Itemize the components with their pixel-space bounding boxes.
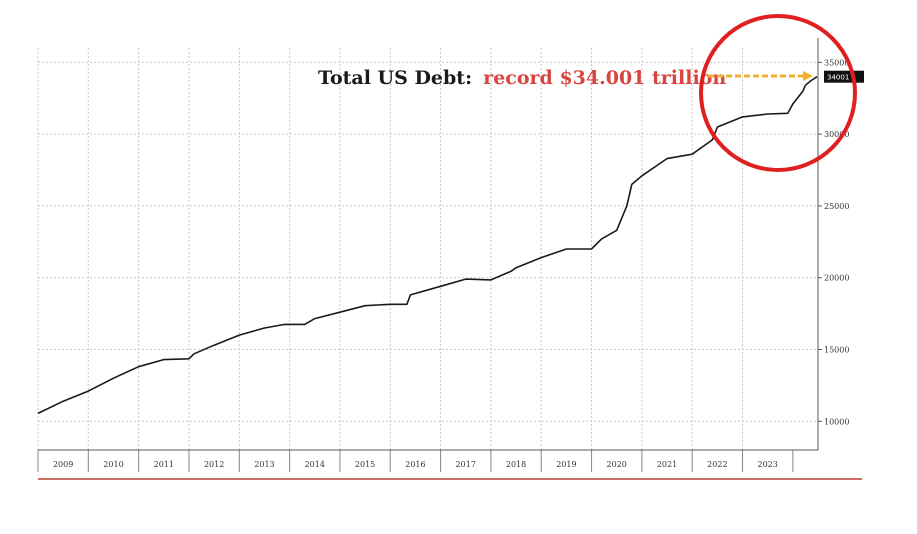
overlay: 34001: [699, 14, 864, 172]
x-tick-label: 2011: [154, 460, 174, 469]
x-tick-label: 2017: [456, 460, 476, 469]
x-tick-label: 2014: [305, 460, 325, 469]
annotation-arrow-head: [802, 71, 813, 81]
x-tick-label: 2010: [103, 460, 123, 469]
x-tick-label: 2012: [204, 460, 224, 469]
x-tick-label: 2013: [254, 460, 274, 469]
x-tick-label: 2015: [355, 460, 375, 469]
y-tick-label: 15000: [824, 346, 849, 355]
axes: 10000 15000 20000 25000 30000 35000 2009 2010 20…: [37, 38, 862, 480]
annotation: Total US Debt: record $34.001 trillion: [318, 67, 726, 89]
y-tick-label: 30000: [824, 130, 849, 139]
x-tick-label: 2023: [757, 460, 777, 469]
series-layer: [37, 76, 818, 415]
annotation-highlight: record $34.001 trillion: [483, 67, 726, 89]
series-line-total-debt: [37, 76, 818, 415]
x-tick-label: 2009: [53, 460, 73, 469]
x-tick-label: 2019: [556, 460, 576, 469]
x-tick-label: 2022: [707, 460, 727, 469]
y-tick-label: 35000: [824, 58, 849, 67]
x-tick-label: 2020: [607, 460, 627, 469]
y-tick-label: 20000: [824, 274, 849, 283]
grid-lines: [37, 48, 818, 472]
x-tick-label: 2018: [506, 460, 526, 469]
annotation-text: Total US Debt: record $34.001 trillion: [318, 67, 726, 89]
y-tick-label: 10000: [824, 417, 849, 426]
annotation-prefix: Total US Debt:: [318, 67, 472, 89]
x-tick-label: 2021: [657, 460, 677, 469]
highlight-circle: [699, 14, 857, 172]
last-value-label: 34001: [827, 74, 849, 82]
y-tick-label: 25000: [824, 202, 849, 211]
x-tick-label: 2016: [405, 460, 425, 469]
